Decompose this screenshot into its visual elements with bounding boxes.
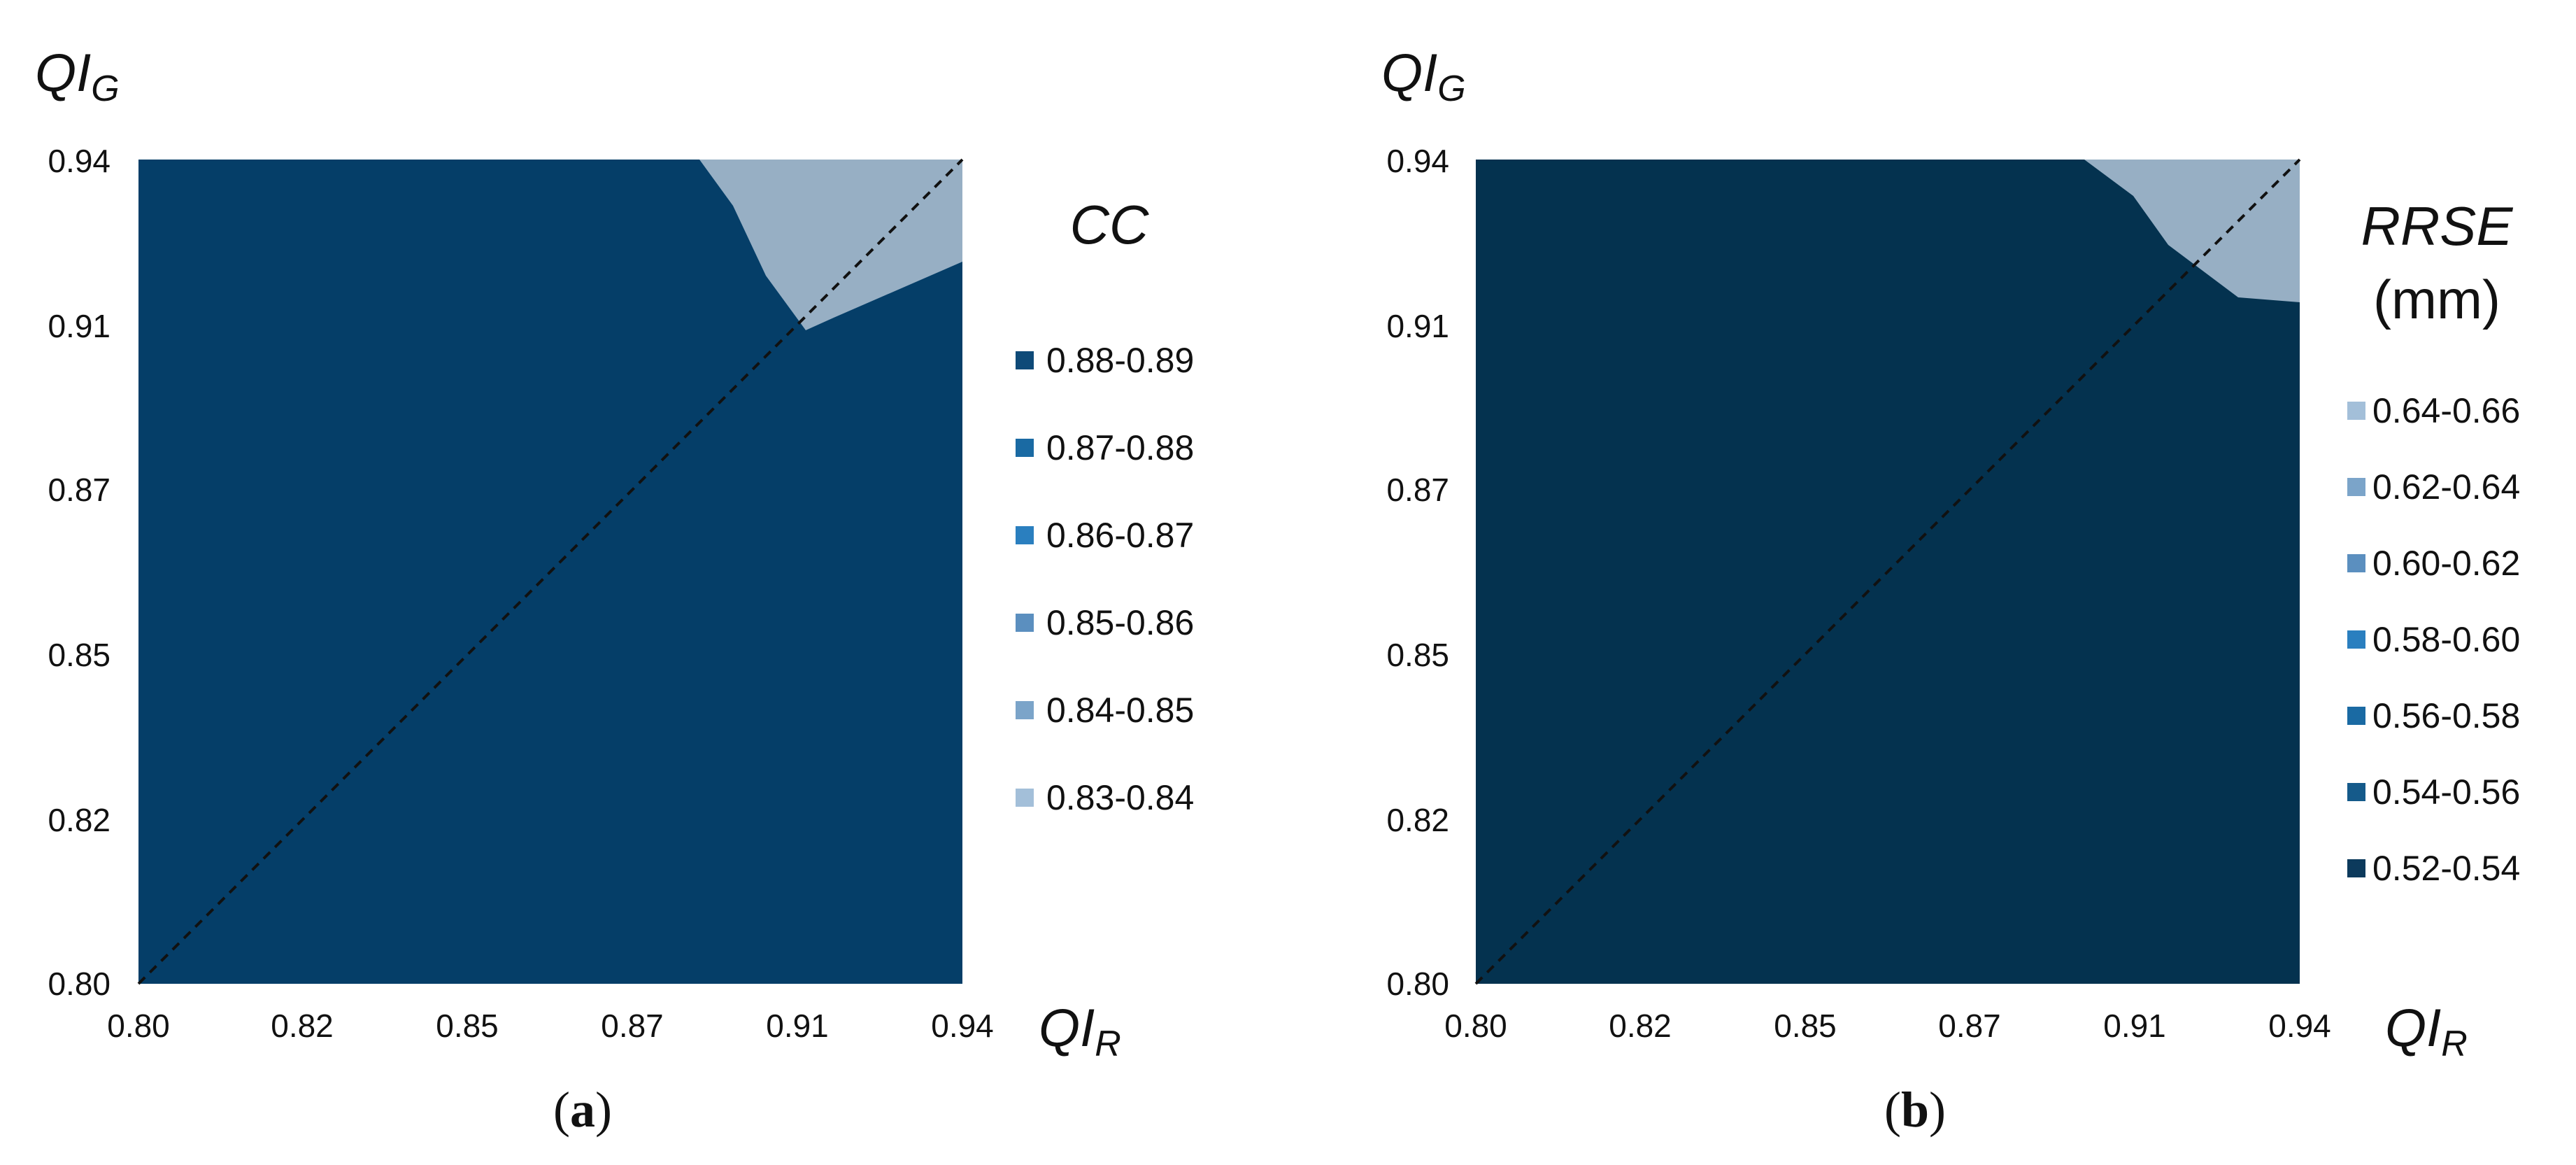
legend-label: 0.87-0.88 [1046,428,1194,467]
legend-item: 0.58-0.60 [2347,620,2520,659]
legend-label: 0.88-0.89 [1046,341,1194,380]
y-tick-label: 0.94 [48,143,111,179]
legend-label: 0.64-0.66 [2372,391,2520,430]
legend-subtitle-b: (mm) [2373,269,2500,330]
y-tick-label: 0.91 [48,308,111,344]
y-ticks-a: 0.80 0.82 0.85 0.87 0.91 0.94 [48,143,111,1002]
legend-item: 0.54-0.56 [2347,772,2520,812]
x-ticks-b: 0.80 0.82 0.85 0.87 0.91 0.94 [1444,1008,2331,1044]
x-tick-label: 0.85 [1774,1008,1837,1044]
legend-b: RRSE (mm) 0.64-0.66 0.62-0.64 0.60-0.62 … [2347,195,2520,888]
legend-a: CC 0.88-0.89 0.87-0.88 0.86-0.87 0.85-0.… [1016,194,1194,817]
legend-label: 0.62-0.64 [2372,467,2520,507]
y-tick-label: 0.91 [1386,308,1449,344]
legend-swatch [2347,859,2365,877]
x-axis-title-a: QIR [1039,998,1121,1064]
legend-swatch [1016,789,1034,807]
y-ticks-b: 0.80 0.82 0.85 0.87 0.91 0.94 [1386,143,1449,1002]
legend-swatch [2347,630,2365,649]
chart-panel-b: 0.80 0.82 0.85 0.87 0.91 0.94 0.80 0.82 … [1381,43,2520,1138]
x-tick-label: 0.85 [436,1008,499,1044]
x-tick-label: 0.94 [2268,1008,2331,1044]
y-tick-label: 0.82 [1386,802,1449,838]
legend-swatch [2347,478,2365,496]
y-axis-title-a: QIG [35,43,120,109]
y-axis-title-b: QIG [1381,43,1466,109]
x-tick-label: 0.80 [107,1008,170,1044]
legend-item: 0.86-0.87 [1016,516,1194,555]
legend-item: 0.52-0.54 [2347,849,2520,888]
x-tick-label: 0.87 [1938,1008,2001,1044]
legend-label: 0.58-0.60 [2372,620,2520,659]
panel-label-b: (b) [1884,1082,1946,1138]
legend-item: 0.84-0.85 [1016,691,1194,730]
y-tick-label: 0.85 [48,637,111,673]
x-tick-label: 0.91 [766,1008,829,1044]
y-tick-label: 0.80 [48,966,111,1002]
legend-item: 0.56-0.58 [2347,696,2520,735]
legend-swatch [1016,351,1034,369]
panel-label-a: (a) [553,1082,612,1138]
legend-item: 0.83-0.84 [1016,778,1194,817]
x-tick-label: 0.80 [1444,1008,1507,1044]
legend-swatch [1016,701,1034,719]
y-tick-label: 0.94 [1386,143,1449,179]
y-tick-label: 0.87 [48,472,111,508]
legend-swatch [1016,614,1034,632]
x-tick-label: 0.91 [2103,1008,2166,1044]
x-tick-label: 0.87 [601,1008,664,1044]
legend-item: 0.87-0.88 [1016,428,1194,467]
legend-swatch [1016,439,1034,457]
legend-item: 0.60-0.62 [2347,544,2520,583]
legend-swatch [2347,554,2365,572]
diagonal-line-a [137,158,964,985]
legend-label: 0.86-0.87 [1046,516,1194,555]
y-tick-label: 0.87 [1386,472,1449,508]
legend-label: 0.54-0.56 [2372,772,2520,812]
legend-label: 0.85-0.86 [1046,603,1194,642]
legend-label: 0.56-0.58 [2372,696,2520,735]
legend-swatch [2347,707,2365,725]
legend-label: 0.83-0.84 [1046,778,1194,817]
legend-item: 0.62-0.64 [2347,467,2520,507]
y-tick-label: 0.85 [1386,637,1449,673]
x-tick-label: 0.94 [931,1008,994,1044]
legend-swatch [2347,783,2365,801]
chart-panel-a: 0.80 0.82 0.85 0.87 0.91 0.94 0.80 0.82 … [35,43,1194,1138]
legend-title-a: CC [1070,194,1149,255]
legend-label: 0.52-0.54 [2372,849,2520,888]
legend-title-b: RRSE [2361,195,2514,257]
x-tick-label: 0.82 [271,1008,334,1044]
x-axis-title-b: QIR [2385,998,2468,1064]
legend-label: 0.60-0.62 [2372,544,2520,583]
legend-item: 0.64-0.66 [2347,391,2520,430]
x-ticks-a: 0.80 0.82 0.85 0.87 0.91 0.94 [107,1008,994,1044]
legend-swatch [2347,402,2365,420]
diagonal-line-b [1474,158,2301,985]
legend-item: 0.85-0.86 [1016,603,1194,642]
legend-swatch [1016,526,1034,544]
legend-label: 0.84-0.85 [1046,691,1194,730]
x-tick-label: 0.82 [1609,1008,1672,1044]
legend-item: 0.88-0.89 [1016,341,1194,380]
y-tick-label: 0.82 [48,802,111,838]
y-tick-label: 0.80 [1386,966,1449,1002]
